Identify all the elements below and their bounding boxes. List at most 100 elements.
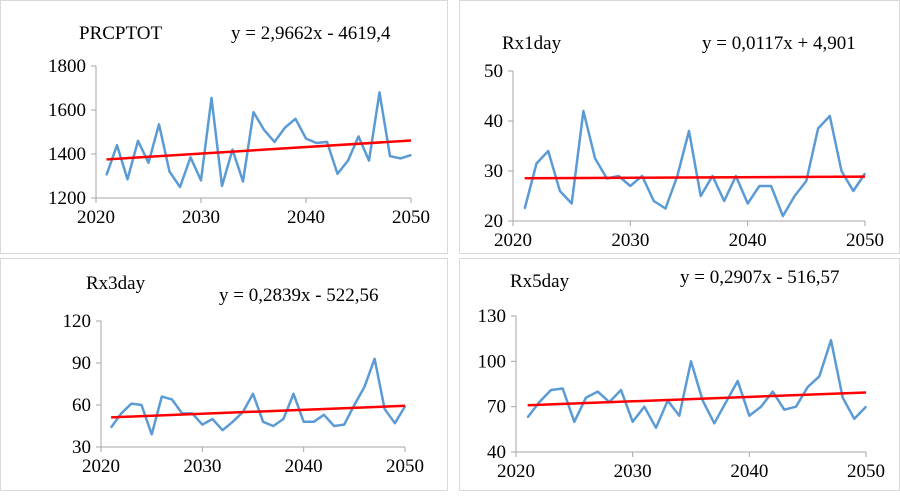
data-point	[655, 427, 657, 429]
y-tick-label: 40	[484, 111, 503, 132]
data-point	[664, 207, 667, 210]
data-point	[643, 405, 646, 408]
data-point	[171, 398, 173, 401]
data-point	[137, 140, 139, 142]
data-point	[140, 404, 143, 406]
data-point	[333, 425, 335, 427]
y-tick-label: 40	[487, 442, 506, 463]
data-point	[147, 162, 150, 164]
chart-title-rx5day: Rx5day	[510, 271, 570, 292]
data-point	[641, 175, 643, 177]
data-point	[210, 97, 213, 99]
data-point	[326, 141, 328, 143]
data-point	[221, 429, 224, 431]
data-point	[829, 115, 831, 117]
x-tick-label: 2030	[614, 461, 652, 482]
data-point	[189, 156, 192, 159]
chart-title-rx3day: Rx3day	[86, 273, 146, 294]
y-tick-label: 1600	[48, 100, 86, 121]
data-point	[323, 414, 325, 416]
x-tick-label: 2020	[77, 207, 115, 228]
data-point	[302, 421, 305, 423]
x-tick-label: 2040	[730, 461, 768, 482]
y-tick-label: 90	[72, 353, 91, 374]
data-point	[168, 170, 171, 173]
data-point	[699, 195, 702, 197]
y-tick-label: 20	[484, 211, 503, 232]
data-point	[758, 185, 761, 187]
data-point	[770, 185, 772, 187]
trend-line-rx5day	[527, 391, 867, 407]
data-point	[653, 200, 655, 202]
data-point	[596, 390, 599, 393]
y-tick-label: 1800	[48, 56, 86, 77]
data-point	[378, 91, 381, 94]
data-point	[343, 423, 346, 426]
x-tick-label: 2050	[386, 456, 424, 477]
chart-title-rx1day: Rx1day	[502, 33, 562, 54]
data-point	[736, 380, 739, 382]
data-point	[865, 405, 867, 408]
data-point	[852, 190, 855, 192]
data-series-line-rx5day	[526, 338, 867, 430]
data-point	[200, 179, 202, 182]
data-point	[526, 416, 529, 419]
data-point	[383, 408, 386, 410]
x-tick-label: 2040	[287, 207, 325, 228]
x-tick-label: 2030	[611, 230, 649, 251]
data-point	[394, 422, 396, 424]
data-point	[782, 215, 784, 217]
data-point	[116, 144, 118, 146]
data-point	[585, 396, 587, 399]
data-series-line-rx3day	[110, 357, 407, 436]
data-point	[688, 130, 690, 132]
data-point	[252, 393, 254, 395]
data-point	[713, 422, 716, 425]
y-tick-label: 1400	[48, 144, 86, 165]
trend-line-prcptot	[106, 139, 412, 161]
y-tick-label: 60	[72, 395, 91, 416]
x-tick-label: 2040	[729, 230, 767, 251]
data-point	[535, 162, 538, 165]
data-point	[272, 425, 275, 427]
data-point	[840, 170, 843, 172]
data-point	[357, 135, 360, 138]
data-point	[130, 402, 133, 405]
y-tick-label: 30	[484, 161, 503, 182]
data-point	[573, 420, 576, 423]
data-point	[783, 408, 786, 411]
y-tick-label: 120	[63, 311, 92, 332]
chart-panel-rx1day: Rx1day y = 0,0117x + 4,901 20 30 40 50 2020 203…	[459, 0, 900, 254]
data-point	[538, 401, 541, 403]
chart-panel-rx3day: Rx3day y = 0,2839x - 522,56 30 60 90 120 2020 2…	[0, 258, 448, 491]
y-tick-label: 100	[478, 351, 507, 372]
data-point	[150, 433, 153, 436]
data-point	[853, 417, 856, 420]
trend-line-rx1day	[524, 175, 866, 180]
trend-equation-prcptot: y = 2,9662x - 4619,4	[231, 23, 391, 44]
data-point	[231, 148, 234, 151]
data-point	[110, 426, 112, 429]
data-point	[179, 186, 181, 188]
data-point	[231, 421, 234, 423]
data-point	[818, 375, 821, 378]
data-point	[315, 142, 318, 144]
data-point	[561, 387, 564, 390]
data-point	[120, 412, 123, 415]
trend-equation-rx3day: y = 0,2839x - 522,56	[219, 285, 379, 306]
data-point	[242, 180, 244, 183]
data-series-line-prcptot	[105, 91, 412, 189]
data-series-line-rx1day	[523, 109, 867, 218]
data-point	[806, 386, 809, 388]
data-point	[631, 420, 634, 423]
data-point	[864, 172, 866, 175]
data-point	[126, 178, 129, 181]
data-point	[105, 174, 108, 176]
data-point	[282, 418, 285, 420]
data-point	[158, 123, 160, 126]
data-point	[547, 150, 549, 152]
data-point	[570, 202, 573, 205]
data-point	[830, 339, 832, 341]
